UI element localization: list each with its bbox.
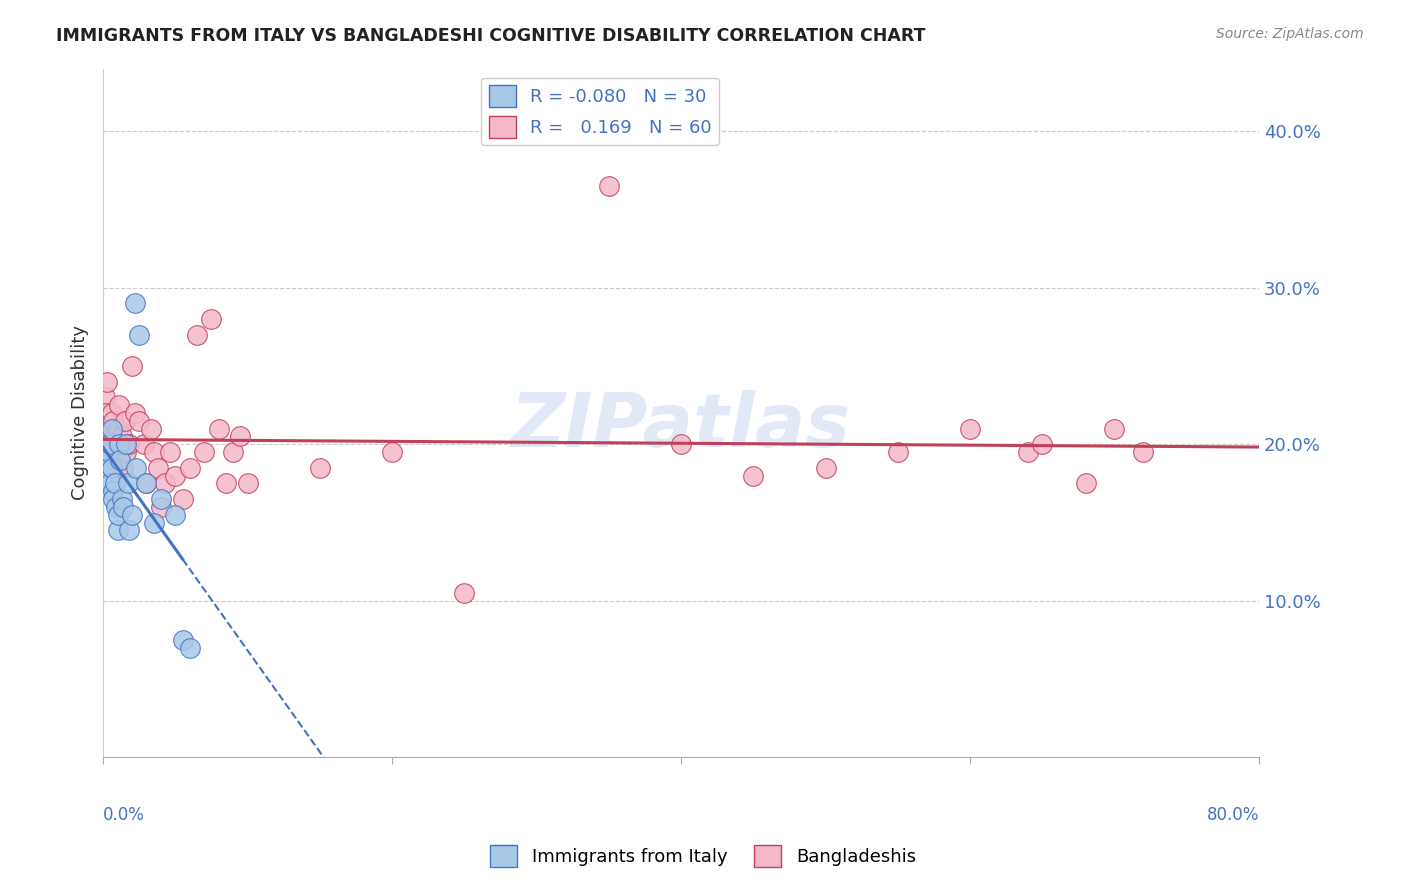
Text: Source: ZipAtlas.com: Source: ZipAtlas.com [1216, 27, 1364, 41]
Point [149, 500, 172, 514]
Point [1074, 476, 1097, 491]
Point [101, 406, 124, 420]
Point [107, 422, 129, 436]
Point [208, 422, 231, 436]
Point [121, 359, 143, 373]
Point [93, 390, 115, 404]
Point [669, 437, 692, 451]
Point [110, 453, 132, 467]
Y-axis label: Cognitive Disability: Cognitive Disability [72, 326, 89, 500]
Point [107, 508, 129, 522]
Point [139, 422, 162, 436]
Point [135, 476, 157, 491]
Point [1132, 445, 1154, 459]
Point [229, 429, 252, 443]
Point [103, 484, 125, 499]
Point [159, 445, 181, 459]
Text: 0.0%: 0.0% [103, 805, 145, 823]
Point [101, 460, 124, 475]
Legend: Immigrants from Italy, Bangladeshis: Immigrants from Italy, Bangladeshis [482, 838, 924, 874]
Legend: R = -0.080   N = 30, R =   0.169   N = 60: R = -0.080 N = 30, R = 0.169 N = 60 [481, 78, 718, 145]
Point [94, 406, 117, 420]
Point [186, 327, 208, 342]
Point [124, 296, 146, 310]
Point [132, 437, 155, 451]
Point [111, 491, 134, 506]
Point [115, 437, 138, 451]
Point [200, 312, 222, 326]
Point [98, 476, 121, 491]
Point [598, 178, 620, 193]
Point [108, 437, 131, 451]
Point [110, 437, 132, 451]
Point [103, 414, 125, 428]
Point [98, 437, 121, 451]
Point [222, 445, 245, 459]
Point [381, 445, 404, 459]
Point [165, 468, 187, 483]
Point [111, 429, 134, 443]
Point [172, 632, 194, 647]
Point [101, 460, 124, 475]
Point [118, 437, 141, 451]
Point [97, 460, 120, 475]
Point [125, 460, 148, 475]
Point [814, 460, 837, 475]
Point [142, 516, 165, 530]
Point [1031, 437, 1053, 451]
Point [94, 445, 117, 459]
Point [742, 468, 765, 483]
Text: 80.0%: 80.0% [1206, 805, 1258, 823]
Point [104, 476, 127, 491]
Point [105, 445, 128, 459]
Point [104, 460, 127, 475]
Point [149, 491, 172, 506]
Point [97, 445, 120, 459]
Point [1017, 445, 1039, 459]
Point [97, 437, 120, 451]
Point [103, 437, 125, 451]
Point [135, 476, 157, 491]
Point [112, 500, 135, 514]
Point [118, 524, 141, 538]
Point [117, 476, 139, 491]
Point [98, 445, 121, 459]
Point [959, 422, 981, 436]
Point [236, 476, 259, 491]
Point [453, 586, 475, 600]
Point [128, 327, 150, 342]
Point [108, 398, 131, 412]
Point [103, 491, 125, 506]
Text: IMMIGRANTS FROM ITALY VS BANGLADESHI COGNITIVE DISABILITY CORRELATION CHART: IMMIGRANTS FROM ITALY VS BANGLADESHI COG… [56, 27, 925, 45]
Point [98, 422, 121, 436]
Point [96, 375, 118, 389]
Point [101, 422, 124, 436]
Point [887, 445, 910, 459]
Point [124, 406, 146, 420]
Point [112, 460, 135, 475]
Point [146, 460, 169, 475]
Point [104, 429, 127, 443]
Text: ZIPatlas: ZIPatlas [510, 390, 851, 463]
Point [172, 491, 194, 506]
Point [105, 500, 128, 514]
Point [165, 508, 187, 522]
Point [96, 422, 118, 436]
Point [96, 460, 118, 475]
Point [121, 508, 143, 522]
Point [107, 524, 129, 538]
Point [179, 640, 201, 655]
Point [308, 460, 330, 475]
Point [193, 445, 215, 459]
Point [1104, 422, 1126, 436]
Point [93, 453, 115, 467]
Point [128, 414, 150, 428]
Point [115, 445, 138, 459]
Point [114, 414, 136, 428]
Point [155, 476, 177, 491]
Point [179, 460, 201, 475]
Point [215, 476, 238, 491]
Point [142, 445, 165, 459]
